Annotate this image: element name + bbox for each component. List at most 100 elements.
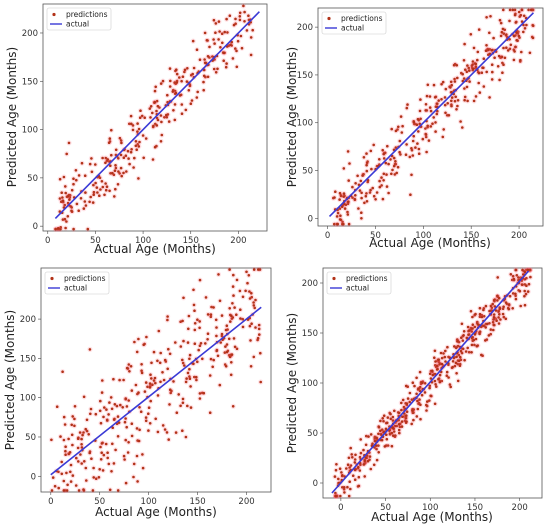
prediction-point	[505, 46, 508, 49]
prediction-point	[473, 325, 477, 329]
prediction-point	[335, 463, 338, 466]
prediction-point	[409, 193, 412, 196]
prediction-point	[66, 483, 69, 487]
prediction-point	[124, 397, 127, 400]
prediction-point	[453, 80, 457, 83]
prediction-point	[346, 202, 350, 206]
prediction-point	[492, 313, 496, 316]
prediction-point	[129, 365, 133, 368]
prediction-point	[107, 413, 110, 416]
prediction-point	[491, 320, 495, 324]
prediction-point	[214, 22, 218, 25]
prediction-point	[239, 34, 243, 38]
prediction-point	[151, 383, 154, 387]
prediction-point	[77, 174, 81, 177]
prediction-point	[399, 115, 403, 118]
prediction-point	[396, 165, 400, 169]
plot-marks	[331, 267, 534, 499]
prediction-point	[169, 391, 172, 395]
prediction-point	[151, 158, 155, 161]
prediction-point	[429, 109, 433, 113]
prediction-point	[149, 116, 152, 119]
prediction-point	[472, 338, 476, 342]
x-tick-label: 200	[512, 503, 528, 513]
prediction-point	[453, 99, 457, 103]
prediction-point	[363, 201, 366, 205]
prediction-point	[168, 85, 172, 88]
prediction-point	[99, 421, 103, 425]
prediction-point	[496, 294, 499, 298]
prediction-point	[235, 313, 238, 317]
prediction-point	[410, 398, 414, 401]
prediction-point	[384, 161, 388, 165]
prediction-point	[397, 411, 401, 415]
prediction-point	[336, 222, 340, 226]
prediction-point	[525, 284, 528, 288]
prediction-point	[63, 203, 66, 207]
prediction-point	[226, 31, 229, 34]
prediction-point	[206, 75, 210, 79]
prediction-point	[179, 320, 182, 324]
prediction-point	[454, 361, 458, 365]
prediction-point	[444, 111, 447, 115]
prediction-point	[181, 401, 185, 405]
prediction-point	[101, 185, 105, 189]
prediction-point	[500, 30, 504, 34]
prediction-point	[487, 334, 491, 337]
prediction-point	[212, 38, 215, 41]
prediction-point	[523, 294, 526, 298]
prediction-point	[413, 384, 416, 388]
prediction-point	[451, 360, 455, 363]
prediction-point	[469, 33, 473, 36]
prediction-point	[358, 455, 362, 459]
prediction-point	[61, 196, 64, 199]
prediction-point	[64, 191, 67, 195]
prediction-point	[453, 364, 457, 368]
prediction-point	[225, 350, 229, 354]
prediction-point	[369, 188, 372, 192]
prediction-point	[114, 166, 118, 170]
prediction-point	[92, 476, 95, 479]
prediction-point	[455, 338, 459, 341]
prediction-point	[492, 36, 495, 40]
prediction-point	[50, 438, 53, 442]
prediction-point	[148, 382, 152, 385]
prediction-point	[53, 484, 57, 488]
prediction-point	[204, 296, 208, 299]
prediction-point	[82, 488, 85, 491]
prediction-point	[474, 312, 477, 316]
prediction-point	[400, 131, 404, 134]
prediction-point	[234, 17, 237, 21]
prediction-point	[429, 377, 433, 380]
prediction-point	[348, 480, 352, 484]
prediction-point	[206, 338, 209, 341]
y-tick-label: 50	[307, 429, 318, 439]
prediction-point	[118, 378, 121, 382]
prediction-point	[489, 304, 493, 308]
prediction-point	[522, 30, 525, 34]
prediction-point	[337, 477, 340, 481]
prediction-point	[137, 439, 141, 443]
chart-panel-bottom-right: 0 50 100 150 200 0 50 100 150 200 Actual Age (Mon…	[285, 267, 543, 524]
prediction-point	[134, 144, 138, 148]
prediction-point	[90, 157, 93, 160]
prediction-point	[215, 334, 218, 338]
prediction-point	[502, 315, 506, 319]
prediction-point	[143, 116, 146, 119]
prediction-point	[468, 80, 471, 83]
prediction-point	[139, 410, 143, 414]
prediction-point	[466, 325, 470, 329]
prediction-point	[362, 463, 366, 466]
prediction-point	[465, 336, 469, 340]
prediction-point	[527, 8, 530, 12]
prediction-point	[177, 393, 180, 396]
prediction-point	[362, 156, 366, 159]
prediction-point	[166, 100, 169, 104]
prediction-point	[470, 343, 474, 347]
plot-marks	[52, 3, 260, 232]
prediction-point	[371, 186, 375, 190]
prediction-point	[517, 34, 521, 38]
prediction-point	[80, 462, 83, 465]
prediction-point	[423, 391, 427, 394]
